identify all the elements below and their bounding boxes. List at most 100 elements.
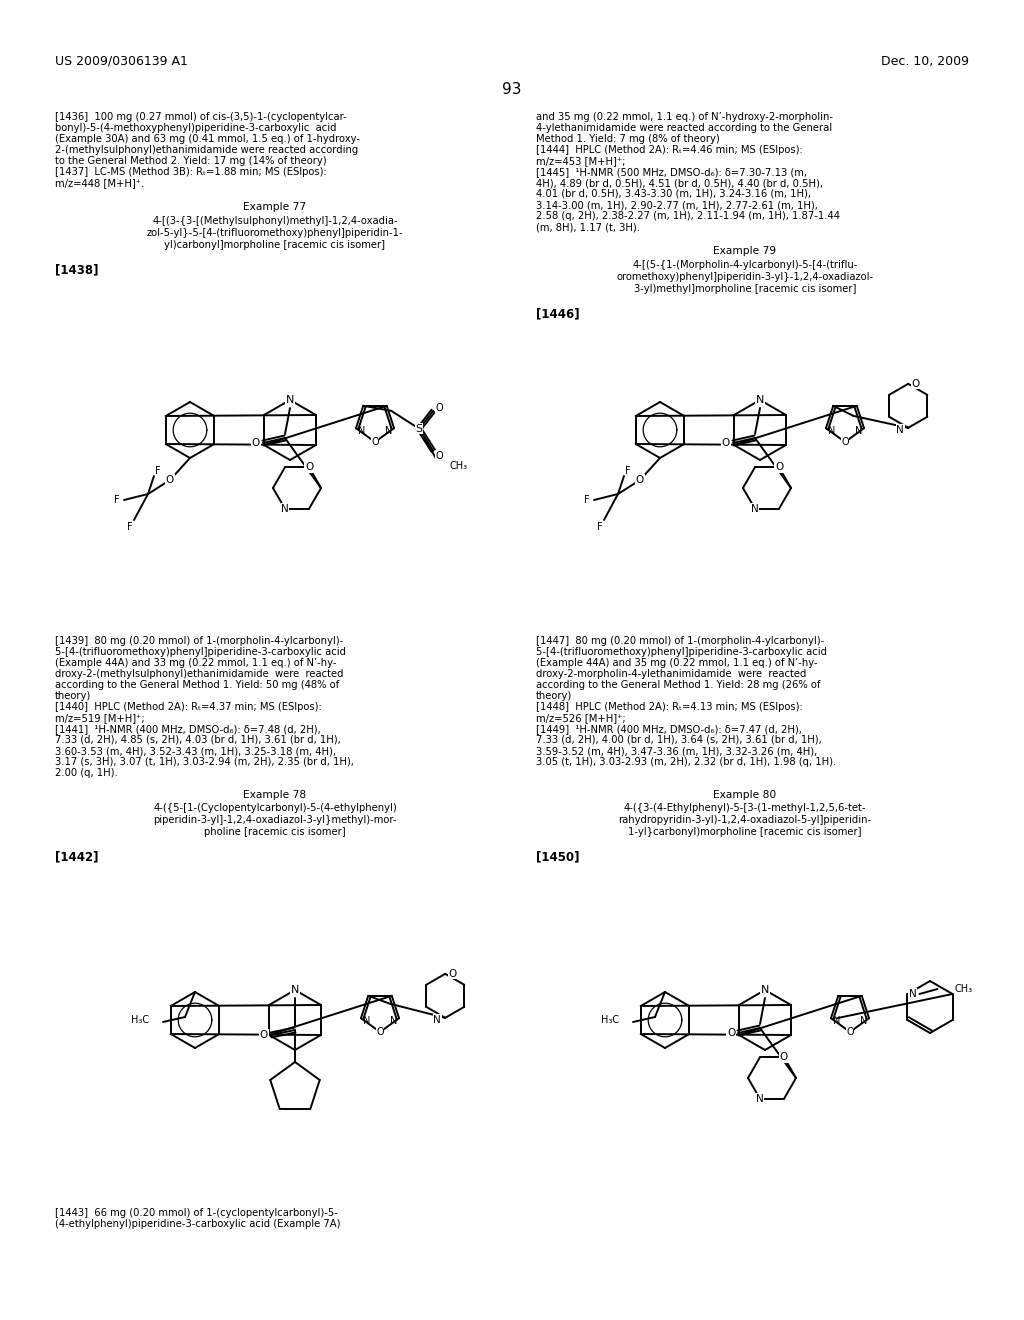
Text: H₃C: H₃C (131, 1015, 150, 1026)
Text: N: N (390, 1016, 397, 1026)
Text: 7.33 (d, 2H), 4.85 (s, 2H), 4.03 (br d, 1H), 3.61 (br d, 1H),: 7.33 (d, 2H), 4.85 (s, 2H), 4.03 (br d, … (55, 735, 341, 744)
Text: according to the General Method 1. Yield: 50 mg (48% of: according to the General Method 1. Yield… (55, 680, 339, 690)
Text: N: N (761, 985, 769, 995)
Text: 4-({3-(4-Ethylphenyl)-5-[3-(1-methyl-1,2,5,6-tet-: 4-({3-(4-Ethylphenyl)-5-[3-(1-methyl-1,2… (624, 803, 866, 813)
Text: 2.00 (q, 1H).: 2.00 (q, 1H). (55, 768, 118, 777)
Text: O: O (371, 437, 379, 447)
Text: O: O (252, 438, 260, 447)
Text: O: O (166, 475, 174, 484)
Text: O: O (435, 451, 443, 461)
Text: N: N (358, 426, 366, 436)
Text: O: O (727, 1028, 735, 1038)
Text: O: O (449, 969, 457, 979)
Text: Example 79: Example 79 (714, 246, 776, 256)
Text: O: O (305, 462, 313, 473)
Text: (4-ethylphenyl)piperidine-3-carboxylic acid (Example 7A): (4-ethylphenyl)piperidine-3-carboxylic a… (55, 1218, 341, 1229)
Text: O: O (722, 438, 730, 447)
Text: [1446]: [1446] (536, 308, 580, 319)
Text: 5-[4-(trifluoromethoxy)phenyl]piperidine-3-carboxylic acid: 5-[4-(trifluoromethoxy)phenyl]piperidine… (55, 647, 346, 657)
Text: 4-[(3-{3-[(Methylsulphonyl)methyl]-1,2,4-oxadia-: 4-[(3-{3-[(Methylsulphonyl)methyl]-1,2,4… (153, 216, 397, 226)
Text: O: O (636, 475, 644, 484)
Text: yl)carbonyl]morpholine [racemic cis isomer]: yl)carbonyl]morpholine [racemic cis isom… (165, 240, 385, 249)
Text: zol-5-yl}-5-[4-(trifluoromethoxy)phenyl]piperidin-1-: zol-5-yl}-5-[4-(trifluoromethoxy)phenyl]… (146, 228, 403, 238)
Text: bonyl)-5-(4-methoxyphenyl)piperidine-3-carboxylic  acid: bonyl)-5-(4-methoxyphenyl)piperidine-3-c… (55, 123, 337, 133)
Text: [1448]  HPLC (Method 2A): Rₜ=4.13 min; MS (ESIpos):: [1448] HPLC (Method 2A): Rₜ=4.13 min; MS… (536, 702, 803, 711)
Text: according to the General Method 1. Yield: 28 mg (26% of: according to the General Method 1. Yield… (536, 680, 820, 690)
Text: [1450]: [1450] (536, 850, 580, 863)
Text: rahydropyridin-3-yl)-1,2,4-oxadiazol-5-yl]piperidin-: rahydropyridin-3-yl)-1,2,4-oxadiazol-5-y… (618, 814, 871, 825)
Text: O: O (775, 462, 783, 473)
Text: m/z=519 [M+H]⁺;: m/z=519 [M+H]⁺; (55, 713, 144, 723)
Text: m/z=453 [M+H]⁺;: m/z=453 [M+H]⁺; (536, 156, 626, 166)
Text: O: O (846, 1027, 854, 1038)
Text: N: N (908, 989, 916, 999)
Text: N: N (385, 426, 393, 436)
Text: and 35 mg (0.22 mmol, 1.1 eq.) of N’-hydroxy-2-morpholin-: and 35 mg (0.22 mmol, 1.1 eq.) of N’-hyd… (536, 112, 833, 121)
Text: N: N (752, 504, 759, 513)
Text: Dec. 10, 2009: Dec. 10, 2009 (881, 55, 969, 69)
Text: (Example 30A) and 63 mg (0.41 mmol, 1.5 eq.) of 1-hydroxy-: (Example 30A) and 63 mg (0.41 mmol, 1.5 … (55, 135, 360, 144)
Text: piperidin-3-yl]-1,2,4-oxadiazol-3-yl}methyl)-mor-: piperidin-3-yl]-1,2,4-oxadiazol-3-yl}met… (154, 814, 396, 825)
Text: Example 78: Example 78 (244, 789, 306, 800)
Text: F: F (626, 466, 631, 477)
Text: [1449]  ¹H-NMR (400 MHz, DMSO-d₆): δ=7.47 (d, 2H),: [1449] ¹H-NMR (400 MHz, DMSO-d₆): δ=7.47… (536, 723, 802, 734)
Text: droxy-2-(methylsulphonyl)ethanimidamide  were  reacted: droxy-2-(methylsulphonyl)ethanimidamide … (55, 669, 343, 678)
Text: [1441]  ¹H-NMR (400 MHz, DMSO-d₆): δ=7.48 (d, 2H),: [1441] ¹H-NMR (400 MHz, DMSO-d₆): δ=7.48… (55, 723, 321, 734)
Text: S: S (416, 424, 423, 434)
Text: 3.60-3.53 (m, 4H), 3.52-3.43 (m, 1H), 3.25-3.18 (m, 4H),: 3.60-3.53 (m, 4H), 3.52-3.43 (m, 1H), 3.… (55, 746, 336, 756)
Text: 2-(methylsulphonyl)ethanimidamide were reacted according: 2-(methylsulphonyl)ethanimidamide were r… (55, 145, 358, 154)
Text: N: N (756, 1094, 764, 1104)
Text: N: N (286, 395, 294, 405)
Text: 7.33 (d, 2H), 4.00 (br d, 1H), 3.64 (s, 2H), 3.61 (br d, 1H),: 7.33 (d, 2H), 4.00 (br d, 1H), 3.64 (s, … (536, 735, 821, 744)
Text: O: O (260, 1030, 268, 1040)
Text: [1436]  100 mg (0.27 mmol) of cis-(3,5)-1-(cyclopentylcar-: [1436] 100 mg (0.27 mmol) of cis-(3,5)-1… (55, 112, 347, 121)
Text: F: F (584, 495, 590, 506)
Text: N: N (756, 395, 764, 405)
Text: [1444]  HPLC (Method 2A): Rₜ=4.46 min; MS (ESIpos):: [1444] HPLC (Method 2A): Rₜ=4.46 min; MS… (536, 145, 803, 154)
Text: Example 77: Example 77 (244, 202, 306, 213)
Text: 4-({5-[1-(Cyclopentylcarbonyl)-5-(4-ethylphenyl): 4-({5-[1-(Cyclopentylcarbonyl)-5-(4-ethy… (154, 803, 397, 813)
Text: 4.01 (br d, 0.5H), 3.43-3.30 (m, 1H), 3.24-3.16 (m, 1H),: 4.01 (br d, 0.5H), 3.43-3.30 (m, 1H), 3.… (536, 189, 811, 199)
Text: [1445]  ¹H-NMR (500 MHz, DMSO-d₆): δ=7.30-7.13 (m,: [1445] ¹H-NMR (500 MHz, DMSO-d₆): δ=7.30… (536, 168, 807, 177)
Text: [1442]: [1442] (55, 850, 98, 863)
Text: [1443]  66 mg (0.20 mmol) of 1-(cyclopentylcarbonyl)-5-: [1443] 66 mg (0.20 mmol) of 1-(cyclopent… (55, 1208, 338, 1218)
Text: (Example 44A) and 35 mg (0.22 mmol, 1.1 eq.) of N’-hy-: (Example 44A) and 35 mg (0.22 mmol, 1.1 … (536, 657, 817, 668)
Text: theory): theory) (55, 690, 91, 701)
Text: H₃C: H₃C (601, 1015, 618, 1026)
Text: O: O (376, 1027, 384, 1038)
Text: m/z=448 [M+H]⁺.: m/z=448 [M+H]⁺. (55, 178, 144, 187)
Text: Example 80: Example 80 (714, 789, 776, 800)
Text: 3-yl)methyl]morpholine [racemic cis isomer]: 3-yl)methyl]morpholine [racemic cis isom… (634, 284, 856, 294)
Text: N: N (828, 426, 836, 436)
Text: F: F (597, 521, 603, 532)
Text: (m, 8H), 1.17 (t, 3H).: (m, 8H), 1.17 (t, 3H). (536, 222, 640, 232)
Text: 3.14-3.00 (m, 1H), 2.90-2.77 (m, 1H), 2.77-2.61 (m, 1H),: 3.14-3.00 (m, 1H), 2.90-2.77 (m, 1H), 2.… (536, 201, 818, 210)
Text: [1447]  80 mg (0.20 mmol) of 1-(morpholin-4-ylcarbonyl)-: [1447] 80 mg (0.20 mmol) of 1-(morpholin… (536, 636, 824, 645)
Text: m/z=526 [M+H]⁺;: m/z=526 [M+H]⁺; (536, 713, 626, 723)
Text: droxy-2-morpholin-4-ylethanimidamide  were  reacted: droxy-2-morpholin-4-ylethanimidamide wer… (536, 669, 806, 678)
Text: [1438]: [1438] (55, 263, 98, 276)
Text: (Example 44A) and 33 mg (0.22 mmol, 1.1 eq.) of N’-hy-: (Example 44A) and 33 mg (0.22 mmol, 1.1 … (55, 657, 337, 668)
Text: F: F (115, 495, 120, 506)
Text: N: N (834, 1016, 841, 1026)
Text: 3.17 (s, 3H), 3.07 (t, 1H), 3.03-2.94 (m, 2H), 2.35 (br d, 1H),: 3.17 (s, 3H), 3.07 (t, 1H), 3.03-2.94 (m… (55, 756, 354, 767)
Text: O: O (780, 1052, 788, 1063)
Text: F: F (156, 466, 161, 477)
Text: theory): theory) (536, 690, 572, 701)
Text: 4H), 4.89 (br d, 0.5H), 4.51 (br d, 0.5H), 4.40 (br d, 0.5H),: 4H), 4.89 (br d, 0.5H), 4.51 (br d, 0.5H… (536, 178, 823, 187)
Text: O: O (841, 437, 849, 447)
Text: 1-yl}carbonyl)morpholine [racemic cis isomer]: 1-yl}carbonyl)morpholine [racemic cis is… (629, 828, 862, 837)
Text: F: F (127, 521, 133, 532)
Text: oromethoxy)phenyl]piperidin-3-yl}-1,2,4-oxadiazol-: oromethoxy)phenyl]piperidin-3-yl}-1,2,4-… (616, 272, 873, 282)
Text: 4-ylethanimidamide were reacted according to the General: 4-ylethanimidamide were reacted accordin… (536, 123, 833, 133)
Text: pholine [racemic cis isomer]: pholine [racemic cis isomer] (204, 828, 346, 837)
Text: N: N (364, 1016, 371, 1026)
Text: 93: 93 (502, 82, 522, 96)
Text: [1437]  LC-MS (Method 3B): Rₜ=1.88 min; MS (ESIpos):: [1437] LC-MS (Method 3B): Rₜ=1.88 min; M… (55, 168, 327, 177)
Text: 3.05 (t, 1H), 3.03-2.93 (m, 2H), 2.32 (br d, 1H), 1.98 (q, 1H).: 3.05 (t, 1H), 3.03-2.93 (m, 2H), 2.32 (b… (536, 756, 837, 767)
Text: N: N (860, 1016, 867, 1026)
Text: N: N (282, 504, 289, 513)
Text: N: N (291, 985, 299, 995)
Text: CH₃: CH₃ (450, 461, 467, 471)
Text: to the General Method 2. Yield: 17 mg (14% of theory): to the General Method 2. Yield: 17 mg (1… (55, 156, 327, 166)
